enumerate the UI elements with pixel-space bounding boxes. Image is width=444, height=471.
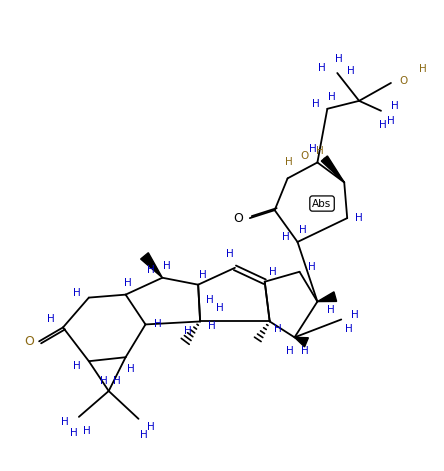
Text: H: H: [70, 428, 78, 438]
Text: O: O: [24, 335, 34, 348]
Text: Abs: Abs: [313, 199, 332, 209]
Text: H: H: [73, 288, 81, 298]
Text: H: H: [312, 99, 319, 109]
Text: H: H: [199, 270, 207, 280]
Text: H: H: [147, 422, 155, 432]
Text: H: H: [327, 305, 335, 315]
Text: H: H: [147, 265, 155, 275]
Text: H: H: [318, 63, 326, 73]
Text: H: H: [345, 325, 353, 334]
Text: H: H: [113, 376, 120, 386]
Text: H: H: [124, 278, 131, 288]
Text: H: H: [100, 376, 107, 386]
Text: H: H: [309, 144, 316, 154]
Text: H: H: [335, 54, 343, 64]
Polygon shape: [317, 292, 337, 301]
Text: O: O: [399, 76, 407, 86]
Text: H: H: [301, 346, 308, 356]
Text: H: H: [163, 261, 171, 271]
Text: H: H: [154, 319, 161, 329]
Text: H: H: [47, 315, 55, 325]
Text: H: H: [282, 232, 289, 242]
Text: H: H: [127, 364, 135, 374]
Text: H: H: [73, 361, 81, 371]
Text: H: H: [419, 64, 427, 74]
Text: H: H: [351, 309, 359, 319]
Text: O: O: [233, 211, 243, 225]
Text: H: H: [355, 213, 363, 223]
Text: H: H: [206, 294, 214, 305]
Text: H: H: [184, 326, 192, 336]
Text: H: H: [387, 116, 395, 126]
Text: H: H: [285, 157, 293, 168]
Polygon shape: [141, 253, 163, 278]
Text: O: O: [300, 152, 309, 162]
Polygon shape: [321, 156, 344, 182]
Text: H: H: [299, 225, 306, 235]
Text: H: H: [269, 267, 277, 277]
Text: H: H: [308, 262, 315, 272]
Text: H: H: [61, 417, 69, 427]
Text: H: H: [316, 146, 323, 155]
Polygon shape: [294, 337, 309, 347]
Text: H: H: [274, 325, 281, 334]
Text: H: H: [285, 346, 293, 356]
Text: H: H: [226, 249, 234, 259]
Text: H: H: [83, 426, 91, 436]
Text: H: H: [139, 430, 147, 440]
Text: H: H: [379, 120, 387, 130]
Text: H: H: [391, 101, 399, 111]
Text: H: H: [347, 66, 355, 76]
Text: H: H: [329, 92, 336, 102]
Text: H: H: [208, 321, 216, 332]
Text: H: H: [216, 302, 224, 313]
